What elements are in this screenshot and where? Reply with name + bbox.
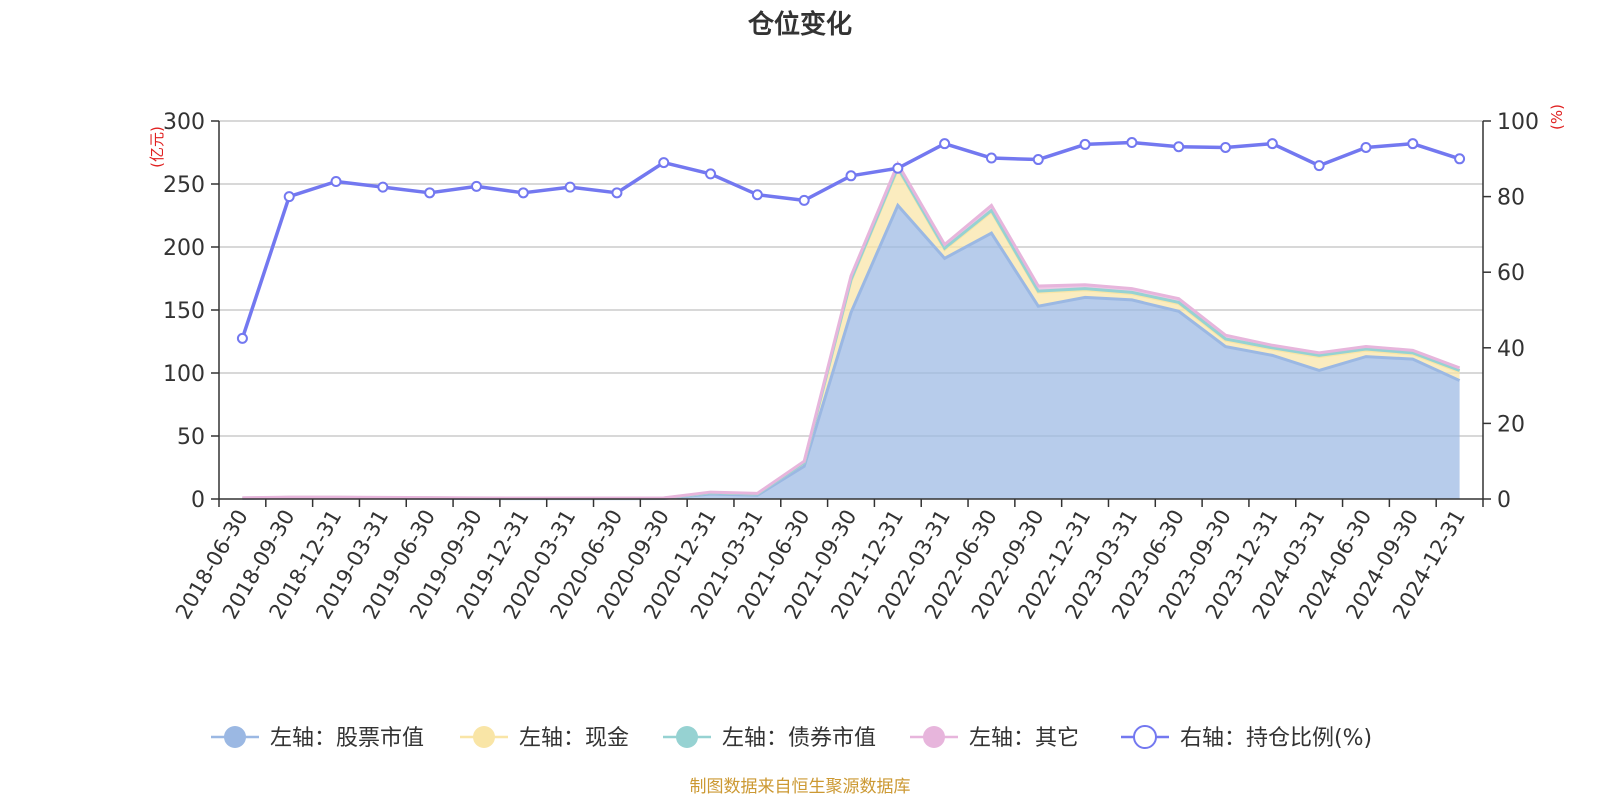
line-point <box>1360 141 1372 153</box>
right-axis-unit: (%) <box>1548 104 1566 130</box>
right-tick-label: 100 <box>1497 110 1539 135</box>
line-point <box>611 187 623 199</box>
area-左轴：股票市值 <box>242 205 1460 500</box>
legend-marker <box>224 726 246 748</box>
line-point <box>798 194 810 206</box>
legend-marker <box>923 726 945 748</box>
line-point <box>939 138 951 150</box>
left-axis-unit: (亿元) <box>148 126 166 168</box>
right-tick-label: 0 <box>1497 488 1511 513</box>
legend-label: 右轴：持仓比例(%) <box>1180 726 1372 751</box>
line-point <box>751 189 763 201</box>
legend-label: 左轴：股票市值 <box>270 726 424 751</box>
left-tick-label: 250 <box>163 173 205 198</box>
legend-label: 左轴：其它 <box>969 726 1079 751</box>
line-point <box>377 181 389 193</box>
line-point <box>985 152 997 164</box>
line-point <box>283 191 295 203</box>
legend-label: 左轴：债券市值 <box>722 726 876 751</box>
line-point <box>1313 160 1325 172</box>
left-tick-label: 100 <box>163 362 205 387</box>
line-point <box>1266 138 1278 150</box>
line-point <box>564 181 576 193</box>
line-point <box>1407 138 1419 150</box>
line-point <box>330 175 342 187</box>
left-tick-label: 300 <box>163 110 205 135</box>
right-tick-label: 40 <box>1497 337 1525 362</box>
legend-item[interactable]: 左轴：债券市值 <box>663 726 876 751</box>
legend-item[interactable]: 左轴：其它 <box>910 726 1079 751</box>
line-point <box>705 168 717 180</box>
line-point <box>845 170 857 182</box>
line-point <box>1126 137 1138 149</box>
right-tick-label: 20 <box>1497 412 1525 437</box>
chart-title: 仓位变化 <box>747 9 852 40</box>
line-point <box>1032 154 1044 166</box>
line-point <box>1173 141 1185 153</box>
line-point <box>1454 153 1466 165</box>
right-tick-label: 60 <box>1497 261 1525 286</box>
line-point <box>658 157 670 169</box>
line-point <box>1220 141 1232 153</box>
left-tick-label: 0 <box>191 488 205 513</box>
stacked-areas <box>242 160 1461 501</box>
line-point <box>470 180 482 192</box>
legend-marker <box>473 726 495 748</box>
left-tick-label: 50 <box>177 425 205 450</box>
area-edge-左轴：其它 <box>242 160 1461 500</box>
line-point <box>517 187 529 199</box>
line-point <box>424 187 436 199</box>
left-tick-label: 200 <box>163 236 205 261</box>
right-tick-label: 80 <box>1497 186 1525 211</box>
legend-marker <box>1133 725 1157 749</box>
line-point <box>1079 138 1091 150</box>
legend-marker <box>676 726 698 748</box>
data-source-note: 制图数据来自恒生聚源数据库 <box>690 777 911 797</box>
line-point <box>236 332 248 344</box>
legend: 左轴：股票市值 左轴：现金 左轴：债券市值 左轴：其它 右轴：持仓比例(%) <box>211 725 1372 751</box>
legend-item[interactable]: 左轴：股票市值 <box>211 726 424 751</box>
legend-item[interactable]: 左轴：现金 <box>460 726 629 751</box>
line-point <box>892 162 904 174</box>
legend-item[interactable]: 右轴：持仓比例(%) <box>1121 725 1372 751</box>
holding-ratio-line <box>236 137 1466 344</box>
legend-label: 左轴：现金 <box>519 726 629 751</box>
left-tick-label: 150 <box>163 299 205 324</box>
